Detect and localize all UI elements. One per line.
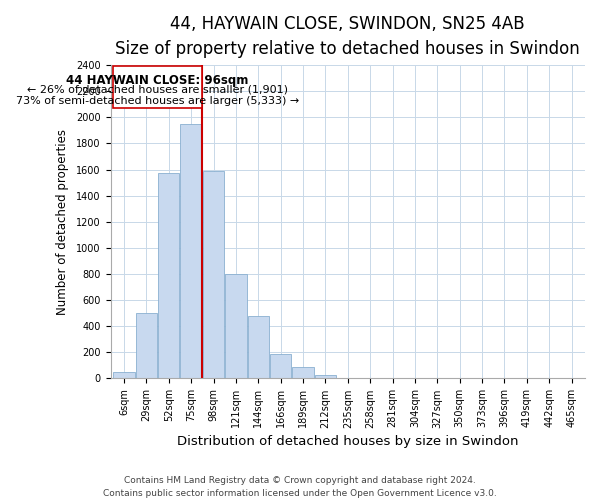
Bar: [113, 66, 202, 108]
Bar: [315, 374, 336, 378]
X-axis label: Distribution of detached houses by size in Swindon: Distribution of detached houses by size …: [177, 434, 518, 448]
Title: 44, HAYWAIN CLOSE, SWINDON, SN25 4AB
Size of property relative to detached house: 44, HAYWAIN CLOSE, SWINDON, SN25 4AB Siz…: [115, 15, 580, 58]
Bar: [136, 313, 157, 378]
Bar: [181, 124, 202, 378]
Bar: [113, 372, 134, 378]
Text: 44 HAYWAIN CLOSE: 96sqm: 44 HAYWAIN CLOSE: 96sqm: [67, 74, 249, 86]
Text: Contains HM Land Registry data © Crown copyright and database right 2024.
Contai: Contains HM Land Registry data © Crown c…: [103, 476, 497, 498]
Bar: [225, 274, 247, 378]
Bar: [203, 171, 224, 378]
Y-axis label: Number of detached properties: Number of detached properties: [56, 129, 69, 315]
Bar: [248, 316, 269, 378]
Bar: [270, 354, 291, 378]
Bar: [292, 366, 314, 378]
Text: ← 26% of detached houses are smaller (1,901): ← 26% of detached houses are smaller (1,…: [27, 84, 288, 94]
Text: 73% of semi-detached houses are larger (5,333) →: 73% of semi-detached houses are larger (…: [16, 96, 299, 106]
Bar: [158, 173, 179, 378]
